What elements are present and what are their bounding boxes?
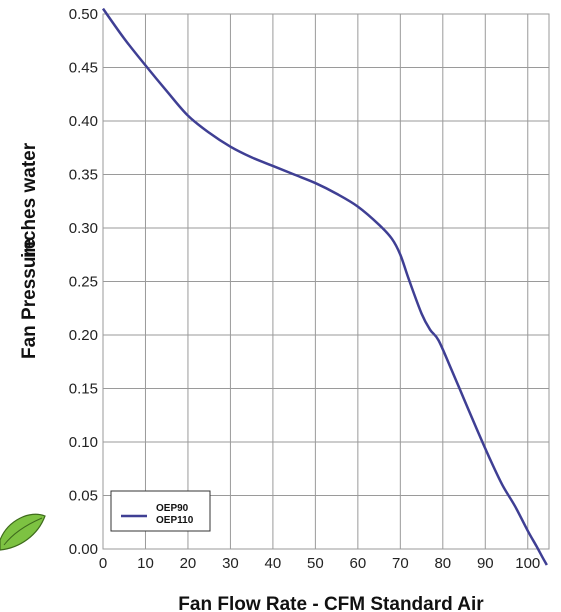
x-axis-title: Fan Flow Rate - CFM Standard Air (178, 594, 484, 612)
y-tick-label: 0.30 (69, 220, 98, 237)
y-tick-label: 0.00 (69, 541, 98, 558)
legend-entry-2: OEP110 (156, 515, 194, 526)
x-tick-labels: 0 10 20 30 40 50 60 70 80 90 100 (99, 555, 540, 572)
y-axis-title-part-2: inches water (19, 142, 40, 258)
y-tick-label: 0.15 (69, 381, 98, 398)
y-tick-label: 0.10 (69, 434, 98, 451)
y-axis-title: Fan Pressure inches water (19, 142, 40, 359)
x-tick-label: 60 (350, 555, 367, 572)
x-tick-label: 70 (392, 555, 409, 572)
legend: OEP90 OEP110 (110, 490, 211, 532)
x-tick-label: 80 (434, 555, 451, 572)
y-tick-label: 0.20 (69, 327, 98, 344)
y-tick-label: 0.35 (69, 167, 98, 184)
legend-entry-1: OEP90 (156, 503, 189, 514)
y-tick-label: 0.25 (69, 274, 98, 291)
legend-box (110, 490, 211, 532)
y-tick-label: 0.40 (69, 113, 98, 130)
x-tick-label: 30 (222, 555, 239, 572)
x-tick-label: 10 (137, 555, 154, 572)
x-tick-label: 40 (265, 555, 282, 572)
series-line (101, 7, 548, 566)
x-tick-label: 50 (307, 555, 324, 572)
x-tick-label: 90 (477, 555, 494, 572)
leaf-icon (0, 513, 46, 551)
y-tick-label: 0.05 (69, 488, 98, 505)
x-tick-label: 0 (99, 555, 107, 572)
x-tick-label: 20 (180, 555, 197, 572)
series-layer (101, 7, 548, 566)
x-tick-label: 100 (515, 555, 540, 572)
y-tick-labels: 0.00 0.05 0.10 0.15 0.20 0.25 0.30 0.35 0.40 0.45… (69, 6, 98, 558)
y-tick-label: 0.50 (69, 6, 98, 23)
y-axis-title-part-1: Fan Pressure (19, 239, 40, 359)
y-tick-label: 0.45 (69, 60, 98, 77)
